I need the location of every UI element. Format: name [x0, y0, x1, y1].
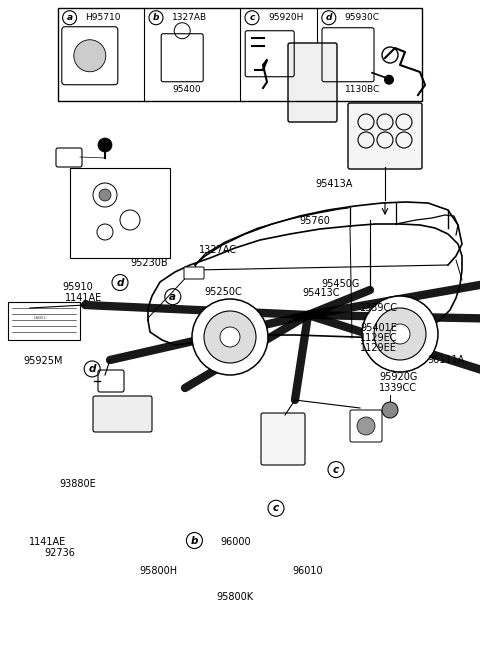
Text: a: a [169, 292, 176, 302]
Text: 95930C: 95930C [345, 14, 380, 22]
Text: 95800K: 95800K [216, 591, 254, 602]
Text: 95760: 95760 [299, 215, 330, 226]
Text: 1327AC: 1327AC [199, 245, 238, 255]
Text: 95925M: 95925M [23, 356, 62, 366]
Text: H95710: H95710 [85, 14, 121, 22]
Circle shape [382, 402, 398, 418]
Bar [8, 302, 80, 340]
Text: 95920G: 95920G [379, 372, 418, 382]
Text: 95401E: 95401E [360, 322, 397, 333]
Circle shape [357, 417, 375, 435]
Bar [70, 168, 170, 258]
Text: 95413C: 95413C [303, 288, 340, 299]
Text: 1130BC: 1130BC [345, 84, 380, 94]
Text: 95400: 95400 [172, 84, 201, 94]
Circle shape [362, 296, 438, 372]
Circle shape [204, 311, 256, 363]
Circle shape [390, 324, 410, 344]
Text: 95450G: 95450G [322, 279, 360, 289]
Text: 1339CC: 1339CC [360, 303, 398, 313]
Text: 1129EE: 1129EE [360, 343, 397, 353]
Text: 95413A: 95413A [315, 179, 352, 189]
Circle shape [99, 189, 111, 201]
Text: d: d [116, 277, 124, 288]
Text: 96010: 96010 [292, 566, 323, 576]
Text: 95920H: 95920H [268, 14, 303, 22]
FancyBboxPatch shape [93, 396, 152, 432]
Text: 1129EC: 1129EC [360, 333, 397, 343]
Text: 93880E: 93880E [59, 479, 96, 489]
Circle shape [374, 308, 426, 360]
Text: d: d [88, 364, 96, 374]
Circle shape [384, 75, 394, 84]
Text: LABEL: LABEL [34, 316, 47, 320]
Circle shape [220, 327, 240, 347]
Text: b: b [153, 14, 159, 22]
Text: d: d [325, 14, 332, 22]
Text: 1141AE: 1141AE [65, 293, 102, 303]
Text: 95250C: 95250C [204, 286, 242, 297]
Text: 92736: 92736 [44, 548, 75, 558]
Text: 95910: 95910 [62, 282, 93, 292]
Text: 1141AE: 1141AE [29, 537, 66, 547]
Bar [58, 8, 422, 101]
Text: b: b [191, 535, 198, 546]
Text: 1327AB: 1327AB [172, 14, 207, 22]
Text: c: c [273, 503, 279, 513]
Text: 96111A: 96111A [428, 355, 465, 365]
Circle shape [192, 299, 268, 375]
Text: c: c [249, 14, 255, 22]
Text: 95230B: 95230B [130, 257, 168, 268]
Circle shape [74, 40, 106, 72]
Text: c: c [333, 464, 339, 475]
Text: 95800H: 95800H [139, 566, 178, 576]
Text: 1339CC: 1339CC [379, 383, 417, 393]
FancyBboxPatch shape [288, 43, 337, 122]
FancyBboxPatch shape [348, 103, 422, 169]
Circle shape [98, 138, 112, 152]
FancyBboxPatch shape [184, 267, 204, 279]
Text: 96000: 96000 [220, 537, 251, 547]
FancyBboxPatch shape [261, 413, 305, 465]
Text: a: a [67, 14, 72, 22]
